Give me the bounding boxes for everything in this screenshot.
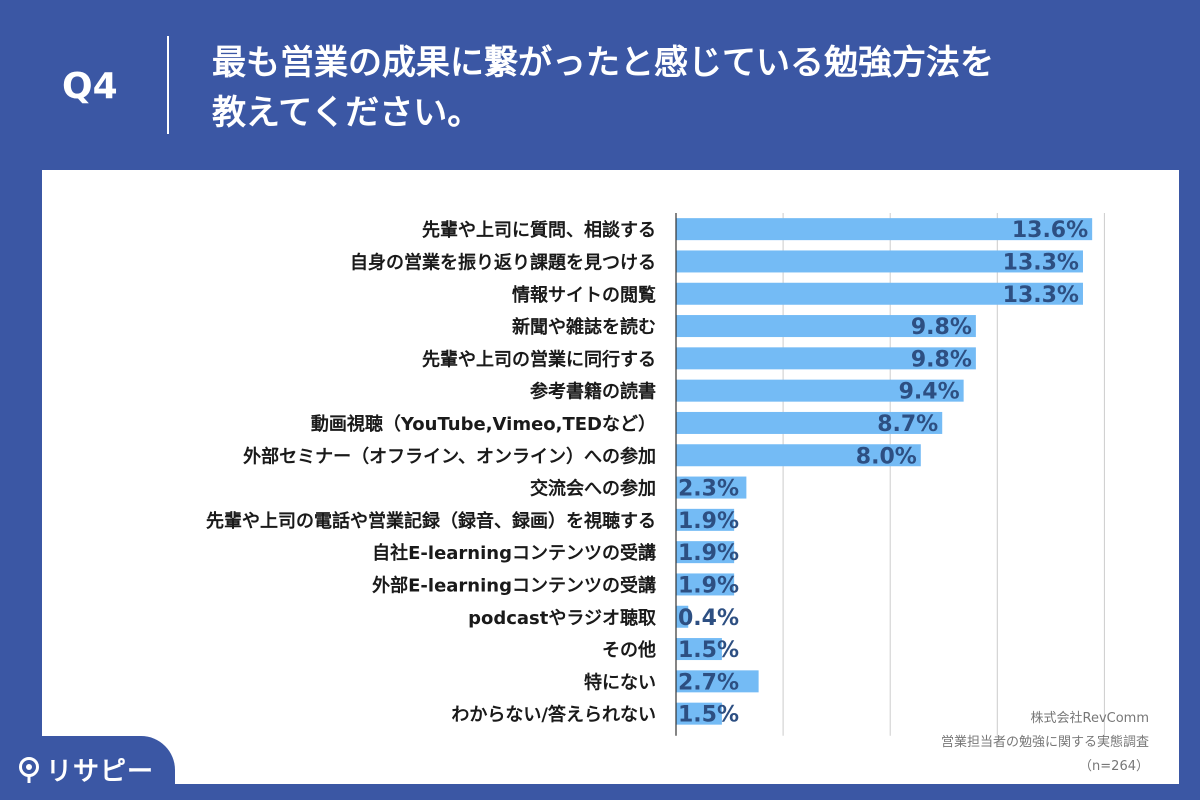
- category-label: 先輩や上司の電話や営業記録（録音、録画）を視聴する: [206, 510, 656, 532]
- value-label: 9.8%: [911, 347, 972, 372]
- value-label: 1.5%: [678, 703, 739, 728]
- header-divider: [167, 36, 169, 134]
- question-line-2: 教えてください。: [212, 93, 482, 133]
- value-label: 8.0%: [856, 444, 917, 469]
- bar: [676, 638, 722, 661]
- question-title: 最も営業の成果に繋がったと感じている勉強方法を 教えてください。: [212, 38, 1112, 138]
- bar: [676, 605, 689, 628]
- category-label: 参考書籍の読書: [530, 381, 656, 403]
- bar: [676, 702, 722, 725]
- category-label: 交流会への参加: [530, 478, 656, 500]
- chart-panel: 先輩や上司に質問、相談する 13.6% 自身の営業を振り返り課題を見つける 13.3%…: [42, 170, 1179, 784]
- bar: [676, 411, 943, 434]
- map-pin-icon: [19, 757, 39, 783]
- category-label: 動画視聴（YouTube,Vimeo,TEDなど）: [311, 413, 656, 435]
- bar-chart: 先輩や上司に質問、相談する 13.6% 自身の営業を振り返り課題を見つける 13.3%…: [206, 213, 1105, 736]
- value-label: 9.4%: [899, 380, 960, 405]
- header: Q4 最も営業の成果に繋がったと感じている勉強方法を 教えてください。: [0, 0, 1200, 170]
- value-label: 13.6%: [1012, 218, 1088, 243]
- value-label: 9.8%: [911, 315, 972, 340]
- value-label: 1.9%: [678, 541, 739, 566]
- value-label: 1.5%: [678, 638, 739, 663]
- question-number: Q4: [62, 66, 118, 107]
- bar: [676, 541, 735, 564]
- bar: [676, 347, 976, 370]
- category-label: 外部セミナー（オフライン、オンライン）への参加: [243, 445, 656, 467]
- category-label: podcastやラジオ聴取: [468, 608, 657, 629]
- value-label: 2.3%: [678, 477, 739, 502]
- category-label: 先輩や上司に質問、相談する: [422, 219, 656, 241]
- category-label: 新聞や雑誌を読む: [512, 316, 656, 338]
- category-label: 外部E-learningコンテンツの受講: [372, 574, 656, 596]
- source-sample-size: （n=264）: [1079, 759, 1149, 774]
- category-label: 自身の営業を振り返り課題を見つける: [350, 251, 656, 273]
- value-label: 1.9%: [678, 573, 739, 598]
- bar: [676, 315, 976, 338]
- bar: [676, 218, 1093, 241]
- category-label: 自社E-learningコンテンツの受講: [372, 542, 656, 564]
- bar: [676, 379, 964, 402]
- value-label: 8.7%: [877, 412, 938, 437]
- value-label: 13.3%: [1003, 250, 1079, 275]
- bar: [676, 250, 1083, 273]
- question-line-1: 最も営業の成果に繋がったと感じている勉強方法を: [212, 43, 994, 83]
- bar: [676, 670, 759, 693]
- category-label: わからない/答えられない: [451, 704, 656, 726]
- bar: [676, 476, 747, 499]
- value-label: 13.3%: [1003, 283, 1079, 308]
- risapy-logo: リサピー: [0, 736, 175, 800]
- category-label: 先輩や上司の営業に同行する: [422, 348, 656, 370]
- bar: [676, 282, 1083, 305]
- source-company: 株式会社RevComm: [1030, 711, 1150, 726]
- category-label: 特にない: [584, 671, 656, 693]
- value-label: 1.9%: [678, 509, 739, 534]
- value-label: 2.7%: [678, 670, 739, 695]
- bar: [676, 573, 735, 596]
- logo-text: リサピー: [46, 757, 155, 787]
- category-label: 情報サイトの閲覧: [512, 284, 656, 306]
- category-label: その他: [602, 639, 656, 661]
- value-label: 0.4%: [678, 606, 739, 631]
- bar: [676, 444, 921, 467]
- source-survey: 営業担当者の勉強に関する実態調査: [940, 735, 1149, 750]
- bar: [676, 508, 735, 531]
- source-note: 株式会社RevComm 営業担当者の勉強に関する実態調査 （n=264）: [941, 707, 1149, 779]
